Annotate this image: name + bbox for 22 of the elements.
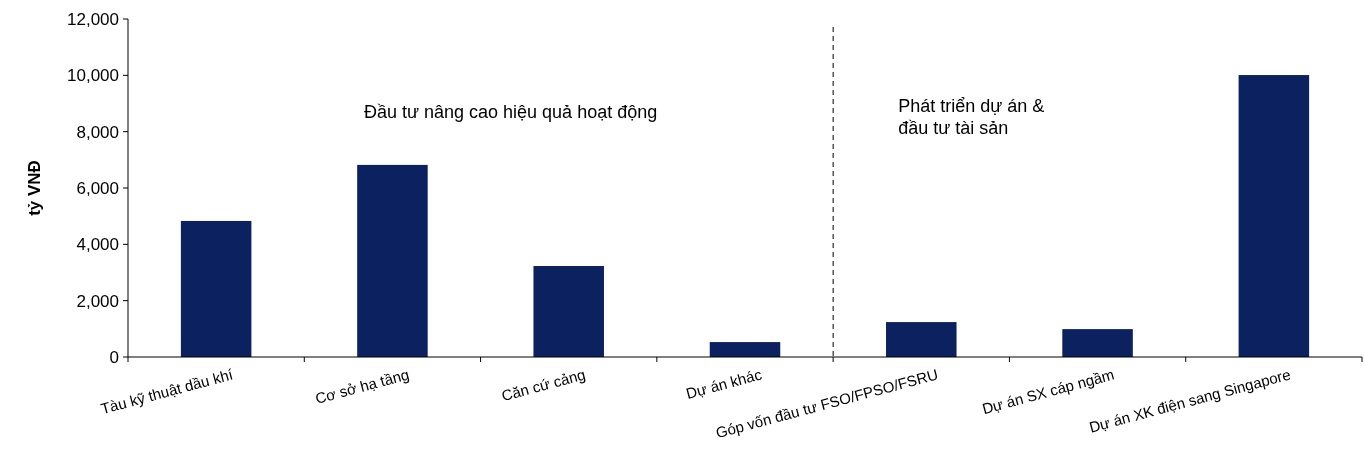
y-tick-label: 10,000 bbox=[67, 66, 119, 86]
y-tick-label: 4,000 bbox=[76, 235, 119, 255]
y-tick-label: 0 bbox=[109, 347, 119, 367]
y-tick-label: 12,000 bbox=[67, 9, 119, 29]
bar bbox=[1238, 75, 1310, 357]
x-tick-label: Căn cứ cảng bbox=[499, 365, 588, 405]
bar bbox=[180, 220, 252, 357]
bar bbox=[886, 322, 957, 357]
x-tick-label: Cơ sở hạ tầng bbox=[313, 365, 411, 407]
x-tick-label: Dự án khác bbox=[684, 365, 764, 402]
annotation: Phát triển dự án & đầu tư tài sản bbox=[898, 95, 1045, 139]
bar bbox=[533, 266, 604, 357]
bar bbox=[709, 342, 781, 357]
y-tick-label: 2,000 bbox=[76, 291, 119, 311]
bar bbox=[357, 164, 428, 357]
y-axis-title: tỷ VNĐ bbox=[25, 160, 44, 216]
x-tick-label: Dự án SX cáp ngầm bbox=[980, 365, 1116, 418]
annotation: Đầu tư nâng cao hiệu quả hoạt động bbox=[363, 101, 658, 122]
bar bbox=[1062, 329, 1133, 357]
x-tick-label: Tàu kỹ thuật dầu khí bbox=[98, 365, 236, 418]
y-tick-label: 8,000 bbox=[76, 122, 119, 142]
y-tick-label: 6,000 bbox=[76, 178, 119, 198]
